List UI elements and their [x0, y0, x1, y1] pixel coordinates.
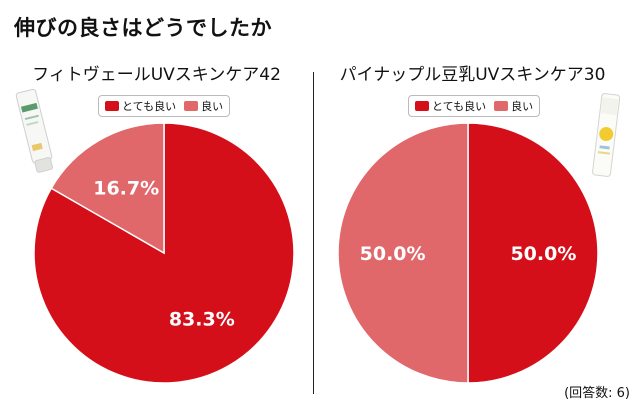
legend-label: 良い	[511, 100, 534, 113]
pie-slice-label: 83.3%	[169, 308, 235, 330]
legend-item-good: 良い	[494, 98, 533, 114]
page-title: 伸びの良さはどうでしたか	[14, 16, 272, 40]
legend-label: 良い	[201, 100, 224, 113]
pie-slice-label: 16.7%	[93, 178, 159, 200]
pie-slice-good	[50, 122, 165, 255]
pie-slice-label: 50.0%	[360, 243, 426, 265]
legend-swatch-good	[494, 101, 509, 111]
legend-item-very-good: とても良い	[105, 98, 176, 114]
chart-title: パイナップル豆乳UVスキンケア30	[339, 65, 606, 85]
pie-chart: 83.3% 16.7%	[33, 122, 295, 384]
legend-label: とても良い	[122, 100, 177, 113]
pie-slice-very-good	[467, 122, 599, 384]
legend-item-good: 良い	[184, 98, 223, 114]
chart-panel-left: フィトヴェールUVスキンケア42 とても良い 良い 83.3% 16.7%	[0, 60, 313, 405]
legend-swatch-good	[184, 101, 199, 111]
pie-chart: 50.0% 50.0%	[337, 122, 599, 384]
chart-panel-right: パイナップル豆乳UVスキンケア30 とても良い 良い 50.0% 50.0%	[316, 60, 629, 405]
response-count-note: (回答数: 6)	[564, 386, 630, 401]
legend-item-very-good: とても良い	[415, 98, 486, 114]
legend-label: とても良い	[432, 100, 487, 113]
pie-slice-good	[337, 122, 469, 384]
chart-title: フィトヴェールUVスキンケア42	[32, 65, 281, 85]
tube-icon	[15, 88, 53, 173]
panel-divider	[313, 72, 314, 394]
legend-swatch-very-good	[415, 101, 429, 111]
pie-slice-label: 50.0%	[510, 243, 576, 265]
bottle-icon	[592, 93, 621, 177]
chart-legend: とても良い 良い	[408, 95, 541, 117]
legend-swatch-very-good	[105, 101, 119, 111]
chart-legend: とても良い 良い	[98, 95, 231, 117]
